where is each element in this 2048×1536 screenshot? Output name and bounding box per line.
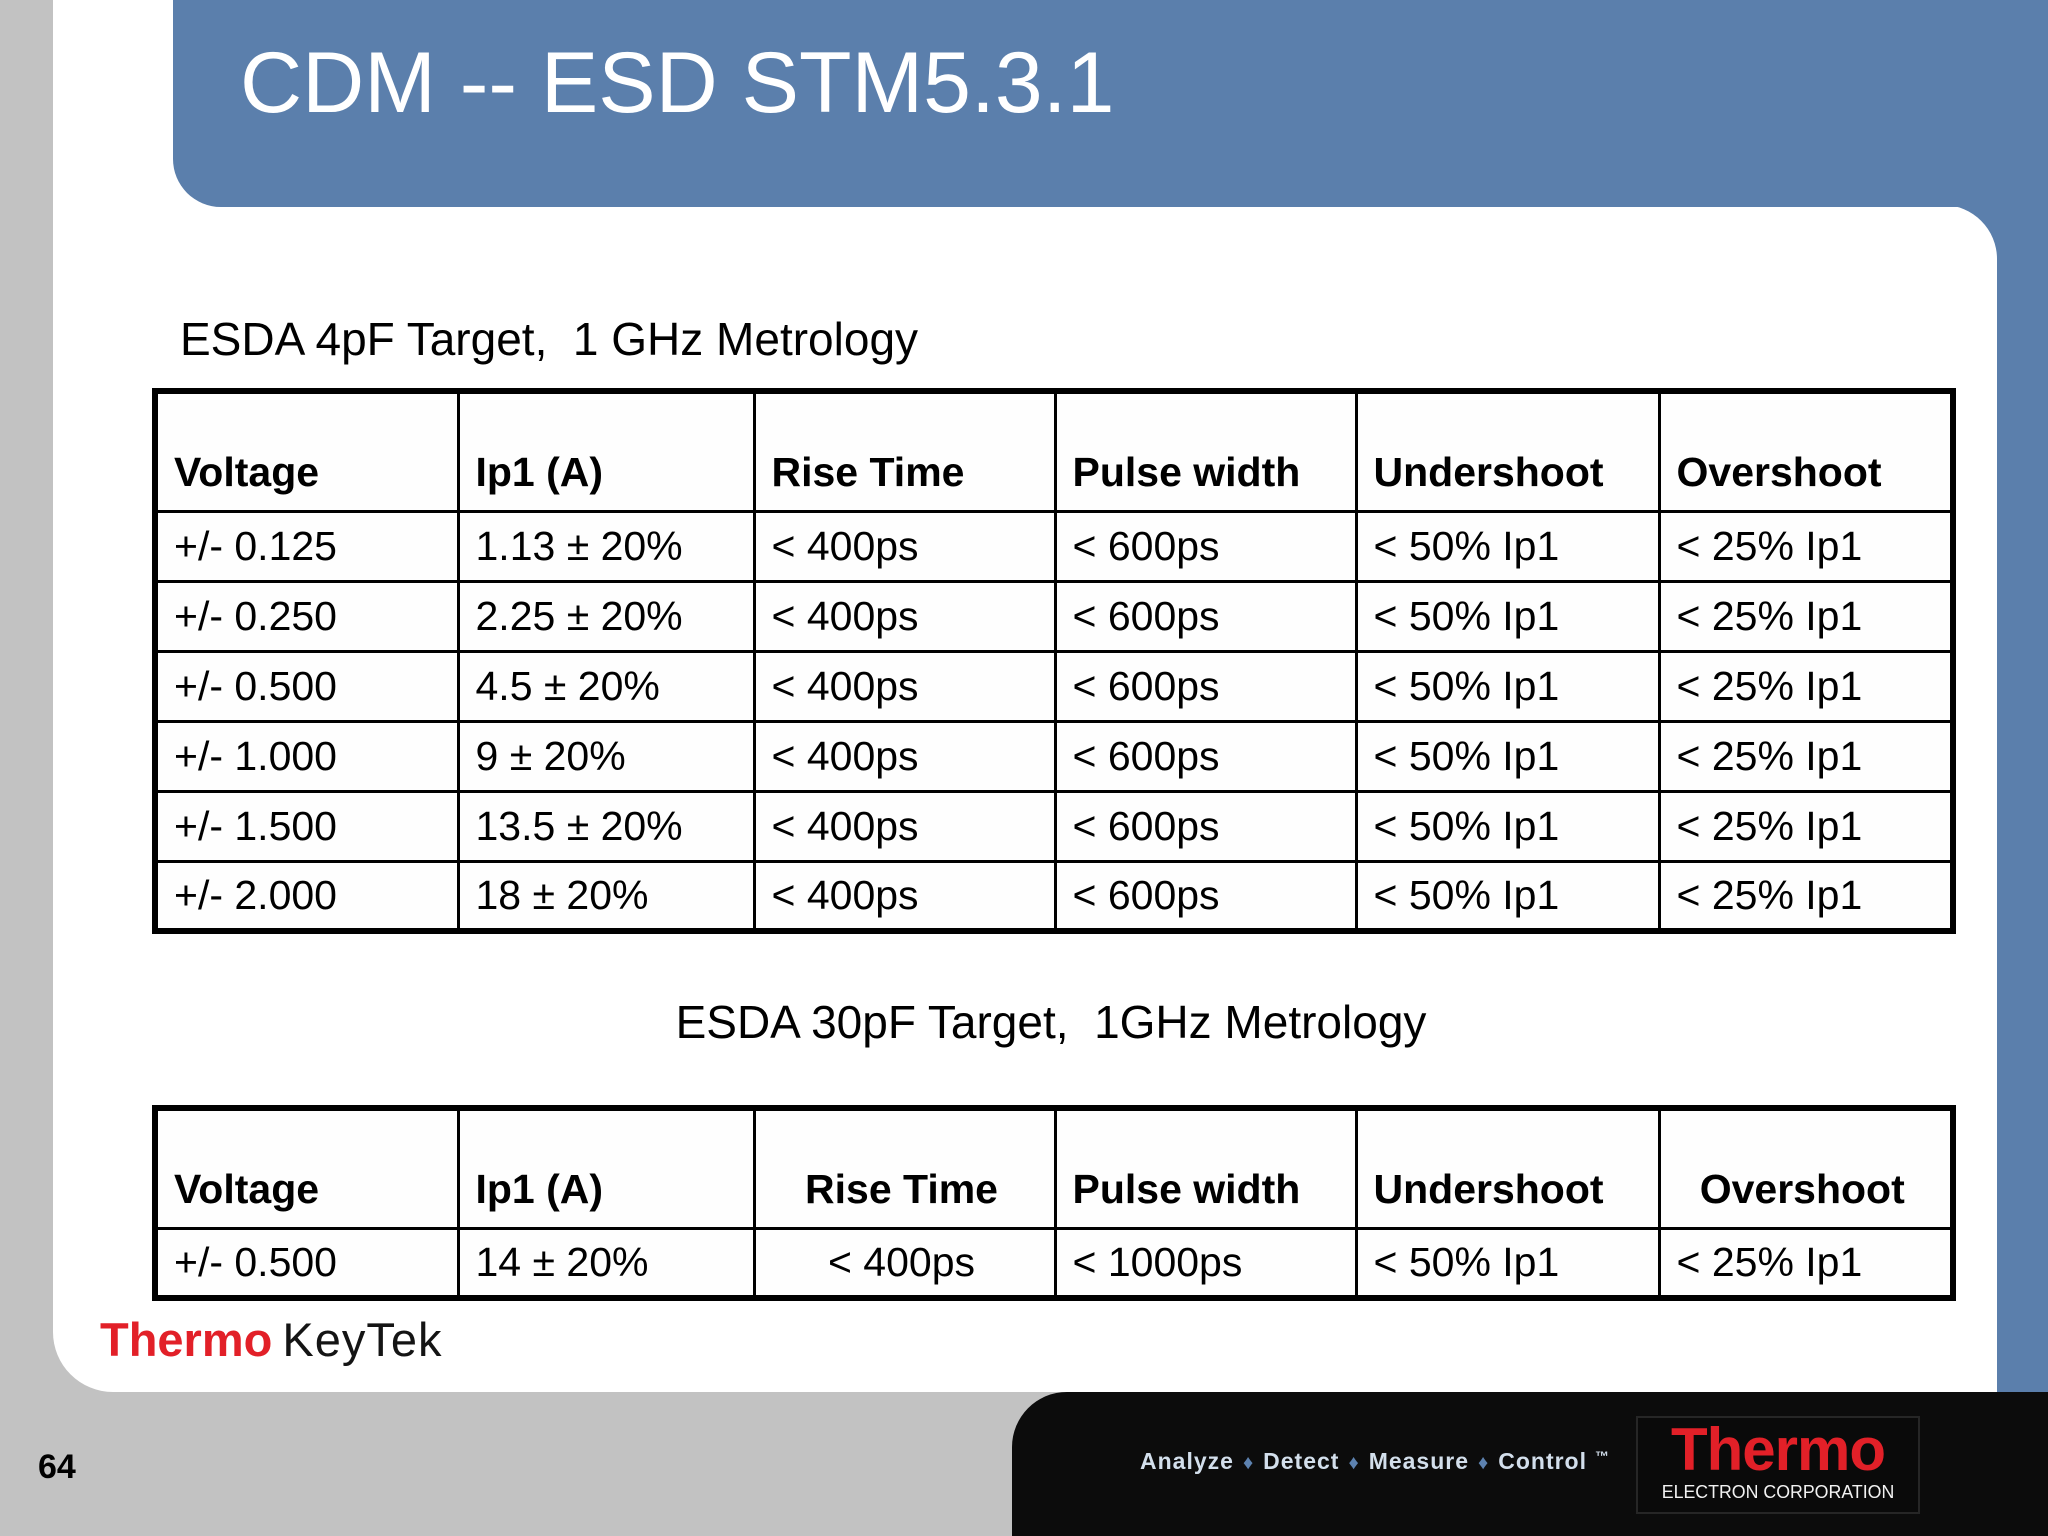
table-row: +/- 0.250 2.25 ± 20% < 400ps < 600ps < 50% I… <box>153 579 1955 653</box>
table-cell: < 600ps <box>1053 509 1358 583</box>
footer-tagline: Analyze ♦ Detect ♦ Measure ♦ Control ™ <box>1140 1448 1610 1475</box>
column-header: Overshoot <box>1657 389 1955 513</box>
table-row: +/- 2.000 18 ± 20% < 400ps < 600ps < 50% Ip1… <box>153 859 1955 933</box>
column-header: Undershoot <box>1354 389 1661 513</box>
title-banner: CDM -- ESD STM5.3.1 <box>173 0 2048 207</box>
table-cell: 4.5 ± 20% <box>456 649 756 723</box>
column-header: Voltage <box>153 389 460 513</box>
table-cell: +/- 1.500 <box>153 789 460 863</box>
column-header: Ip1 (A) <box>456 389 756 513</box>
table-cell: < 600ps <box>1053 579 1358 653</box>
header-row: Voltage Ip1 (A) Rise Time Pulse width Unders… <box>153 389 1955 513</box>
column-header: Pulse width <box>1053 1106 1358 1230</box>
tagline-word: Detect <box>1263 1448 1340 1474</box>
table-cell: < 50% Ip1 <box>1354 579 1661 653</box>
table-cell: 13.5 ± 20% <box>456 789 756 863</box>
table-cell: < 400ps <box>752 649 1057 723</box>
table-cell: +/- 0.250 <box>153 579 460 653</box>
slide-title: CDM -- ESD STM5.3.1 <box>240 35 1115 131</box>
table-cell: 14 ± 20% <box>456 1226 756 1300</box>
column-header: Rise Time <box>752 389 1057 513</box>
column-header: Ip1 (A) <box>456 1106 756 1230</box>
diamond-separator: ♦ <box>1348 1452 1360 1474</box>
esda-4pf-table: Voltage Ip1 (A) Rise Time Pulse width Unders… <box>152 388 1956 934</box>
table-cell: < 1000ps <box>1053 1226 1358 1300</box>
table-row: +/- 1.000 9 ± 20% < 400ps < 600ps < 50% Ip1 <… <box>153 719 1955 793</box>
table-cell: < 400ps <box>752 789 1057 863</box>
table-row: +/- 0.500 4.5 ± 20% < 400ps < 600ps < 50% Ip… <box>153 649 1955 723</box>
tagline-word: Control <box>1498 1448 1587 1474</box>
esda-30pf-table: Voltage Ip1 (A) Rise Time Pulse width Unders… <box>152 1105 1956 1301</box>
table-cell: 9 ± 20% <box>456 719 756 793</box>
table-cell: < 50% Ip1 <box>1354 649 1661 723</box>
table-cell: < 25% Ip1 <box>1657 579 1955 653</box>
table-cell: < 50% Ip1 <box>1354 719 1661 793</box>
table-cell: +/- 2.000 <box>153 859 460 933</box>
thermo-logo-text: Thermo <box>1670 1416 1886 1483</box>
table-row: +/- 0.500 14 ± 20% < 400ps < 1000ps < 50% Ip… <box>153 1226 1955 1300</box>
table-cell: < 25% Ip1 <box>1657 509 1955 583</box>
footer-bar: Analyze ♦ Detect ♦ Measure ♦ Control ™ Thermo E… <box>1012 1392 2048 1536</box>
column-header: Overshoot <box>1657 1106 1955 1230</box>
table-cell: < 50% Ip1 <box>1354 509 1661 583</box>
table-cell: < 600ps <box>1053 649 1358 723</box>
table-cell: +/- 0.125 <box>153 509 460 583</box>
tagline-word: Analyze <box>1140 1448 1234 1474</box>
table-cell: < 25% Ip1 <box>1657 649 1955 723</box>
table-cell: < 50% Ip1 <box>1354 1226 1661 1300</box>
table-cell: < 400ps <box>752 859 1057 933</box>
table-row: +/- 0.125 1.13 ± 20% < 400ps < 600ps < 50% I… <box>153 509 1955 583</box>
table-cell: +/- 0.500 <box>153 1226 460 1300</box>
table1-caption: ESDA 4pF Target, 1 GHz Metrology <box>180 313 919 365</box>
table-cell: +/- 1.000 <box>153 719 460 793</box>
tagline-word: Measure <box>1368 1448 1470 1474</box>
table-cell: < 400ps <box>752 719 1057 793</box>
table-cell: < 25% Ip1 <box>1657 1226 1955 1300</box>
table-cell: < 600ps <box>1053 789 1358 863</box>
table-cell: < 400ps <box>752 509 1057 583</box>
diamond-separator: ♦ <box>1242 1452 1255 1474</box>
table-cell: +/- 0.500 <box>153 649 460 723</box>
column-header: Undershoot <box>1354 1106 1661 1230</box>
thermo-electron-logo: Thermo ELECTRON CORPORATION <box>1636 1416 1920 1514</box>
column-header: Pulse width <box>1053 389 1358 513</box>
table-cell: 18 ± 20% <box>456 859 756 933</box>
table-cell: 2.25 ± 20% <box>456 579 756 653</box>
trademark-symbol: ™ <box>1595 1448 1610 1464</box>
table-cell: < 25% Ip1 <box>1657 859 1955 933</box>
thermo-logo-subtitle: ELECTRON CORPORATION <box>1661 1481 1895 1502</box>
table-cell: < 25% Ip1 <box>1657 719 1955 793</box>
table-cell: < 600ps <box>1053 859 1358 933</box>
table-cell: < 400ps <box>752 579 1057 653</box>
table-cell: < 50% Ip1 <box>1354 789 1661 863</box>
table-row: +/- 1.500 13.5 ± 20% < 400ps < 600ps < 50% I… <box>153 789 1955 863</box>
table2-caption: ESDA 30pF Target, 1GHz Metrology <box>675 996 1427 1048</box>
keytek-logo-keytek: KeyTek <box>282 1313 443 1366</box>
table-cell: < 25% Ip1 <box>1657 789 1955 863</box>
table-cell: < 50% Ip1 <box>1354 859 1661 933</box>
thermo-keytek-logo: Thermo KeyTek <box>100 1316 443 1363</box>
page-number: 64 <box>38 1448 76 1486</box>
diamond-separator: ♦ <box>1478 1452 1490 1474</box>
keytek-logo-thermo: Thermo <box>100 1313 273 1366</box>
header-row: Voltage Ip1 (A) Rise Time Pulse width Unders… <box>153 1106 1955 1230</box>
column-header: Rise Time <box>752 1106 1057 1230</box>
blue-right-strip <box>1997 0 2048 1392</box>
column-header: Voltage <box>153 1106 460 1230</box>
table-cell: < 400ps <box>752 1226 1057 1300</box>
table-cell: 1.13 ± 20% <box>456 509 756 583</box>
table-cell: < 600ps <box>1053 719 1358 793</box>
